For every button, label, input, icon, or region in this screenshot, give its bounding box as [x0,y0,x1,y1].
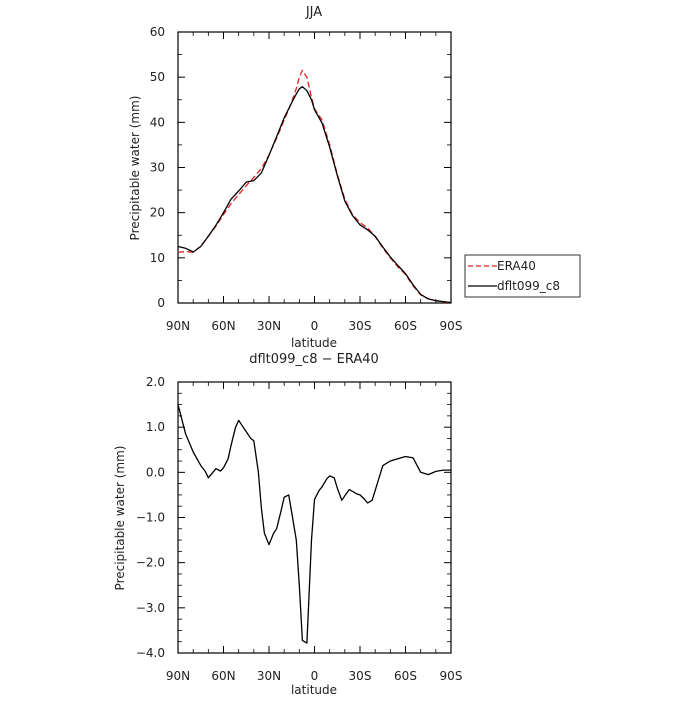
bottom-panel: dflt099_c8 − ERA40 latitude Precipitable… [113,352,462,697]
bottom-title: dflt099_c8 − ERA40 [249,352,379,367]
bottom-x-tick-label: 90S [440,669,463,683]
bottom-y-tick-label: −3.0 [136,601,165,615]
bottom-x-tick-label: 60S [394,669,417,683]
bottom-series-line-difference [177,404,451,644]
top-y-tick-label: 0 [157,296,165,310]
top-y-tick-label: 40 [150,115,165,129]
bottom-x-tick-label: 60N [211,669,235,683]
top-x-tick-label: 30N [257,319,281,333]
top-panel: JJA latitude Precipitable water (mm) 0 10… [128,5,462,350]
bottom-y-axis-label: Precipitable water (mm) [113,446,127,591]
top-x-tick-label: 90S [440,319,463,333]
top-x-tick-label: 30S [349,319,372,333]
top-y-axis-label: Precipitable water (mm) [128,96,142,241]
top-series-line-dflt099-c8 [177,86,452,304]
top-y-tick-label: 60 [150,25,165,39]
bottom-x-tick-label: 90N [166,669,190,683]
bottom-y-tick-label: −1.0 [136,511,165,525]
bottom-x-tick-label: 0 [311,669,319,683]
top-x-tick-label: 0 [311,319,319,333]
bottom-x-tick-label: 30N [257,669,281,683]
bottom-plot-frame [177,381,452,654]
legend: ERA40 dflt099_c8 [464,254,581,298]
bottom-y-tick-label: −4.0 [136,646,165,660]
bottom-y-tick-label: −2.0 [136,556,165,570]
legend-box [464,254,581,298]
bottom-y-tick-label: 0.0 [146,465,165,479]
legend-label-dflt099: dflt099_c8 [497,279,560,293]
top-series-line-era40 [177,69,452,304]
bottom-y-tick-label: 2.0 [146,375,165,389]
top-y-tick-label: 50 [150,70,165,84]
bottom-y-tick-label: 1.0 [146,420,165,434]
top-x-axis-label: latitude [291,336,337,350]
top-x-tick-label: 60N [211,319,235,333]
top-y-tick-label: 10 [150,251,165,265]
bottom-x-tick-label: 30S [349,669,372,683]
legend-label-era40: ERA40 [497,259,536,273]
top-x-tick-label: 90N [166,319,190,333]
top-x-tick-label: 60S [394,319,417,333]
top-y-tick-label: 20 [150,206,165,220]
top-y-tick-label: 30 [150,161,165,175]
bottom-x-axis-label: latitude [291,683,337,697]
top-title: JJA [305,5,322,20]
top-plot-frame [177,31,452,304]
